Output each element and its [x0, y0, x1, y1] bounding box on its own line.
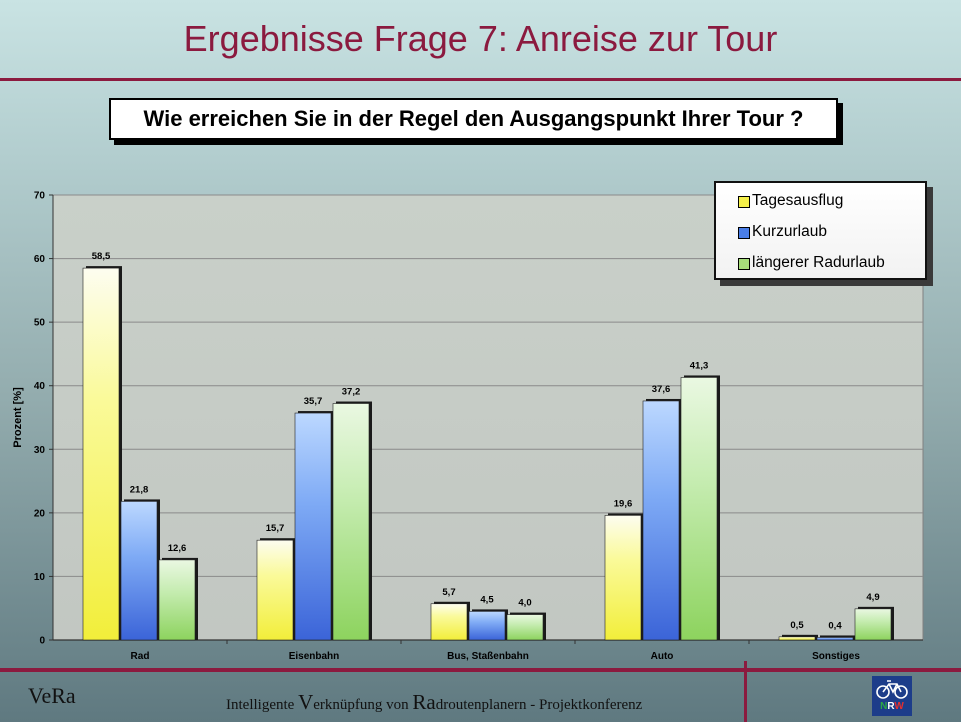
y-axis-label: Prozent [%]	[12, 387, 24, 448]
bar-value-label: 37,6	[652, 384, 671, 395]
legend-swatch	[738, 227, 750, 239]
bar-value-label: 12,6	[168, 543, 187, 554]
x-category-label: Eisenbahn	[289, 651, 340, 662]
logo-letter: N	[880, 701, 888, 712]
title-divider	[0, 78, 961, 81]
legend-item-laengerer-radurlaub: längerer Radurlaub	[738, 254, 885, 272]
bar	[256, 539, 294, 641]
footer-vera-label: VeRa	[28, 683, 76, 708]
y-tick-label: 70	[34, 191, 46, 202]
bar-value-label: 37,2	[342, 387, 361, 398]
bar-value-label: 21,8	[130, 484, 149, 495]
bar-value-label: 0,4	[828, 620, 842, 631]
bar	[332, 403, 370, 641]
bar	[82, 267, 120, 641]
bar	[854, 608, 892, 641]
bar	[778, 636, 816, 641]
bar	[468, 611, 506, 641]
x-category-label: Auto	[651, 651, 674, 662]
chart-legend: Tagesausflug Kurzurlaub längerer Radurla…	[714, 181, 927, 280]
y-tick-label: 20	[34, 508, 46, 519]
slide-title: Ergebnisse Frage 7: Anreise zur Tour	[183, 18, 778, 59]
legend-item-tagesausflug: Tagesausflug	[738, 192, 844, 210]
bar-value-label: 58,5	[92, 251, 111, 262]
y-tick-label: 50	[34, 318, 46, 329]
bar-value-label: 35,7	[304, 396, 323, 407]
logo-letter: R	[887, 701, 895, 712]
y-tick-label: 0	[39, 636, 45, 647]
bar-value-label: 0,5	[790, 620, 804, 631]
footer-vertical-divider	[744, 661, 747, 722]
question-text: Wie erreichen Sie in der Regel den Ausga…	[143, 106, 804, 131]
footer-text-part: V	[298, 690, 314, 714]
question-box: Wie erreichen Sie in der Regel den Ausga…	[109, 98, 838, 140]
legend-label: Kurzurlaub	[752, 223, 827, 240]
legend-swatch	[738, 258, 750, 270]
nrw-bicycle-logo: NRW	[872, 676, 912, 716]
bar	[158, 559, 196, 641]
bar-value-label: 5,7	[442, 587, 455, 598]
footer-text-part: erknüpfung von	[313, 697, 413, 713]
logo-text: NRW	[872, 701, 912, 712]
bar-value-label: 4,0	[518, 598, 531, 609]
bar	[680, 377, 718, 641]
footer-text-part: Intelligente	[226, 697, 299, 713]
legend-label: Tagesausflug	[752, 192, 844, 209]
bar	[816, 637, 854, 641]
bar	[642, 400, 680, 641]
legend-label: längerer Radurlaub	[752, 254, 885, 271]
x-category-label: Sonstiges	[812, 651, 860, 662]
legend-swatch	[738, 196, 750, 208]
bar	[294, 412, 332, 641]
footer-text-part: droutenplanern - Projektkonferenz	[435, 697, 643, 713]
x-category-label: Bus, Staßenbahn	[447, 651, 529, 662]
bar	[120, 501, 158, 641]
bar-value-label: 15,7	[266, 523, 285, 534]
bar	[506, 614, 544, 641]
legend-item-kurzurlaub: Kurzurlaub	[738, 223, 827, 241]
footer-text-part: Ra	[412, 690, 436, 714]
logo-letter: W	[894, 701, 904, 712]
bar	[604, 515, 642, 641]
footer-conference-text: Intelligente Verknüpfung von Radroutenpl…	[226, 690, 642, 715]
bar-value-label: 4,5	[480, 594, 494, 605]
bar-value-label: 19,6	[614, 498, 633, 509]
y-tick-label: 10	[34, 572, 46, 583]
bar	[430, 603, 468, 641]
x-category-label: Rad	[131, 651, 150, 662]
y-tick-label: 60	[34, 254, 46, 265]
footer-divider	[0, 668, 961, 672]
bar-value-label: 41,3	[690, 360, 709, 371]
bicycle-icon	[876, 680, 908, 699]
y-tick-label: 40	[34, 381, 46, 392]
y-tick-label: 30	[34, 445, 46, 456]
bar-value-label: 4,9	[866, 592, 879, 603]
